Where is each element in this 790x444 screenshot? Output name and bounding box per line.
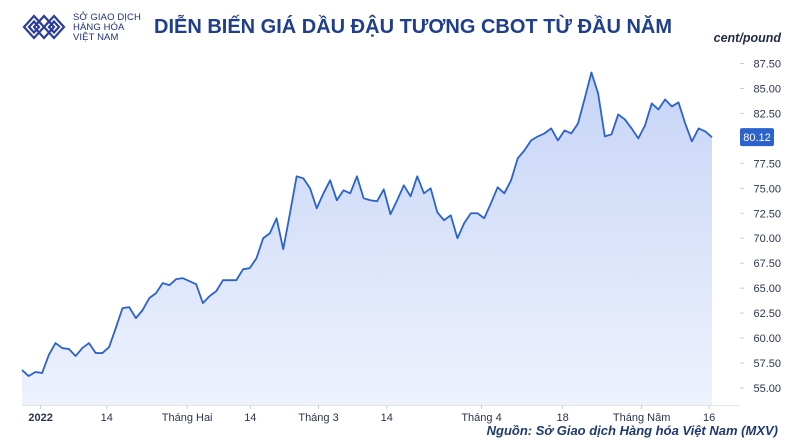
exchange-logo-icon <box>22 14 66 40</box>
x-tick-label: Tháng Năm <box>613 412 670 424</box>
y-tick-label: 57.50 <box>753 358 781 370</box>
y-tick-label: 65.00 <box>753 283 781 295</box>
y-tick-label: 67.50 <box>753 258 781 270</box>
x-tick-label: Tháng 4 <box>461 412 501 424</box>
y-tick-label: 62.50 <box>753 308 781 320</box>
y-axis-unit-label: cent/pound <box>714 31 782 45</box>
y-tick-label: 85.00 <box>753 83 781 95</box>
x-tick-label: 14 <box>244 412 256 424</box>
x-tick-label: Tháng 3 <box>298 412 338 424</box>
x-tick-label: 18 <box>557 412 569 424</box>
y-tick-label: 87.50 <box>753 59 781 71</box>
x-tick-label: 14 <box>101 412 113 424</box>
x-tick-label: 2022 <box>28 412 52 424</box>
y-tick-label: 60.00 <box>753 333 781 345</box>
x-tick-label: Tháng Hai <box>162 412 213 424</box>
series-area-fill <box>22 72 712 406</box>
chart-title: DIỄN BIẾN GIÁ DẦU ĐẬU TƯƠNG CBOT TỪ ĐẦU … <box>154 16 673 38</box>
last-price-badge <box>740 128 774 147</box>
source-note: Nguồn: Sở Giao dịch Hàng hóa Việt Nam (M… <box>486 423 778 438</box>
organization-name-line-2: HÀNG HÓA <box>73 22 125 33</box>
x-tick-label: 16 <box>703 412 715 424</box>
y-tick-label: 77.50 <box>753 158 781 170</box>
y-tick-label: 70.00 <box>753 233 781 245</box>
y-tick-label: 55.00 <box>753 383 781 395</box>
y-tick-label: 72.50 <box>753 208 781 220</box>
y-tick-label: 75.00 <box>753 183 781 195</box>
series-line <box>21 71 713 377</box>
last-price-label: 80.12 <box>743 132 771 144</box>
organization-name-line-1: SỞ GIAO DỊCH <box>73 12 141 23</box>
y-tick-label: 82.50 <box>753 108 781 120</box>
organization-name-line-3: VIỆT NAM <box>73 32 119 43</box>
x-tick-label: 14 <box>381 412 393 424</box>
